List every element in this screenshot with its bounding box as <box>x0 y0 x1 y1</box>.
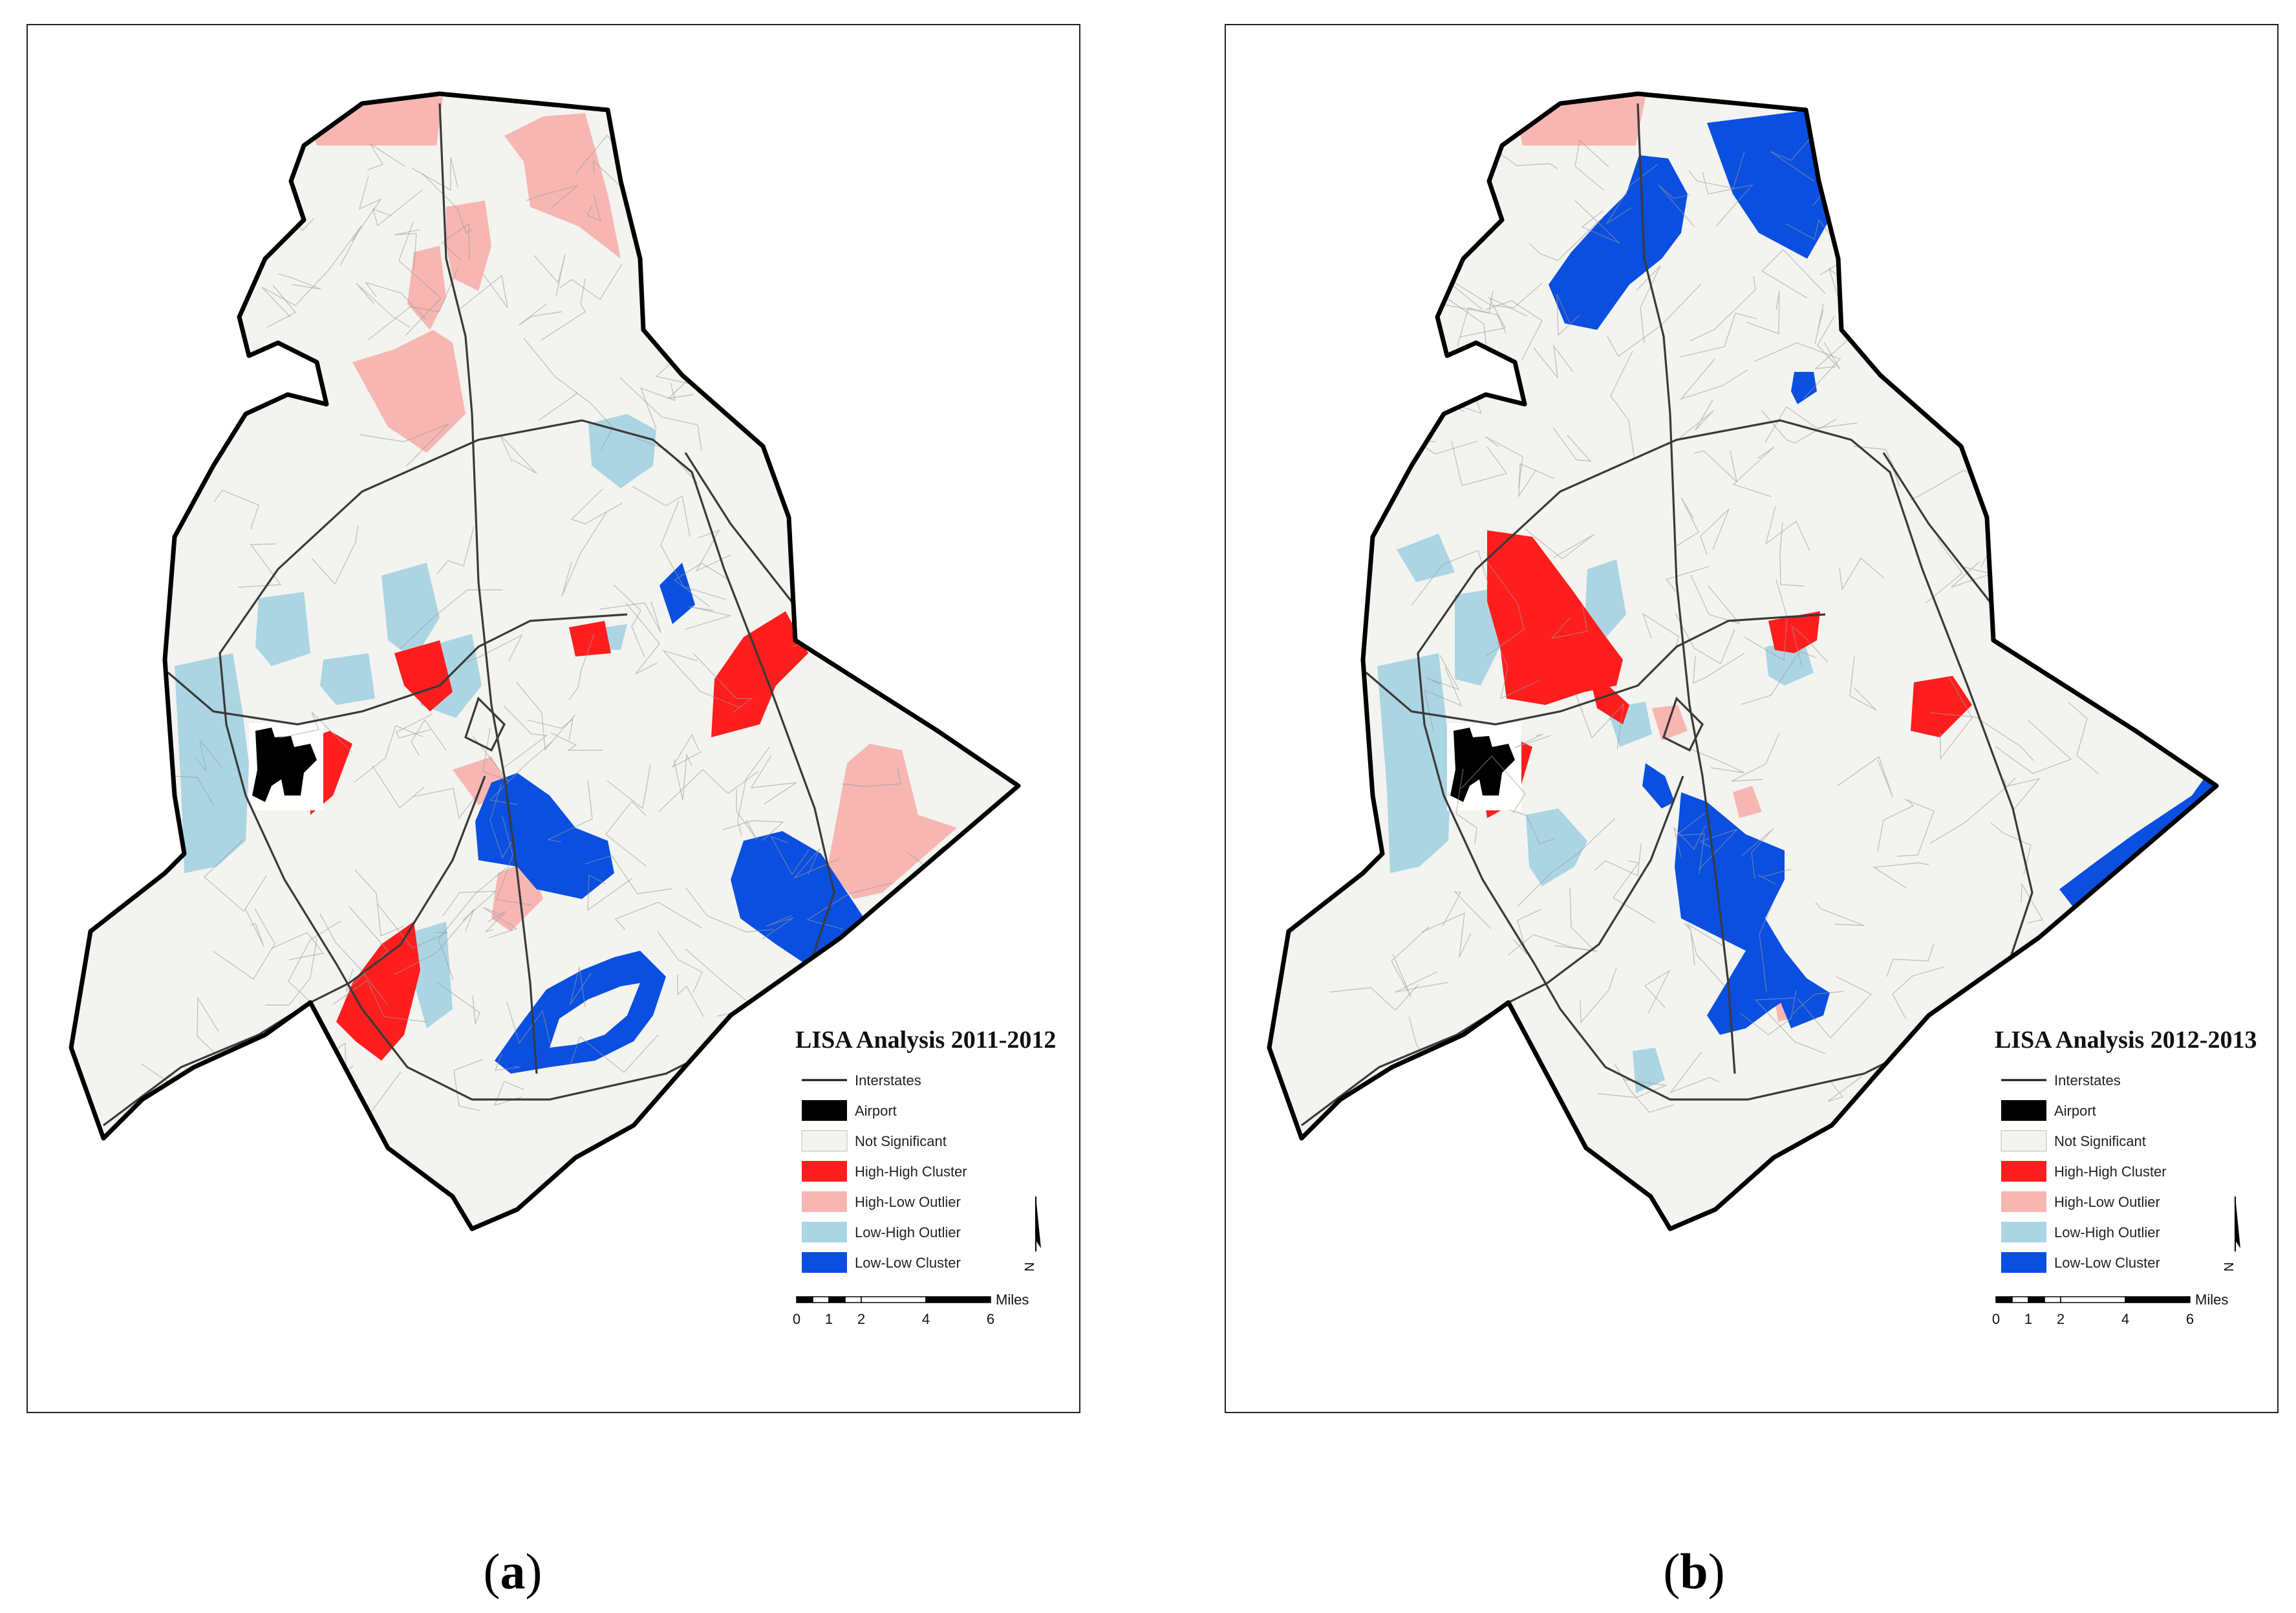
legend-swatch-low-low <box>2001 1252 2046 1273</box>
scale-bar: Miles 0 1 2 4 6 <box>1992 1292 2228 1327</box>
legend-label-not-significant: Not Significant <box>855 1133 947 1149</box>
scale-bar: Miles 0 1 2 4 6 <box>793 1292 1029 1327</box>
map-a: LISA Analysis 2011-2012 Interstates Airpor… <box>27 24 1080 1413</box>
low-low-cluster-area <box>660 563 695 624</box>
scale-tick: 6 <box>2186 1311 2194 1327</box>
legend-swatch-high-low <box>2001 1191 2046 1212</box>
legend-label-high-low: High-Low Outlier <box>855 1194 961 1210</box>
legend-swatch-low-low <box>802 1252 847 1273</box>
interstate-line <box>684 452 803 615</box>
high-low-outlier-area <box>1733 786 1762 818</box>
high-low-outlier-area <box>828 744 957 899</box>
high-high-cluster-area <box>569 621 611 656</box>
scale-tick: 2 <box>2057 1311 2065 1327</box>
legend-label-low-low: Low-Low Cluster <box>2054 1255 2160 1271</box>
low-high-outlier-area <box>255 592 310 666</box>
legend-swatch-airport <box>802 1100 847 1121</box>
low-high-outlier-area <box>1397 534 1455 582</box>
scale-tick: 1 <box>2024 1311 2032 1327</box>
low-low-cluster-area <box>1765 964 1830 1028</box>
legend-swatch-high-high <box>2001 1161 2046 1182</box>
low-low-cluster-area <box>1642 763 1675 808</box>
high-low-outlier-area <box>407 246 446 330</box>
airport-icon <box>252 728 317 802</box>
low-low-cluster-area <box>1707 110 1833 259</box>
low-high-outlier-area <box>588 414 656 488</box>
legend-label-not-significant: Not Significant <box>2054 1133 2146 1149</box>
legend-swatch-not-significant <box>2001 1130 2047 1152</box>
scale-unit: Miles <box>996 1292 1029 1308</box>
scale-tick: 2 <box>857 1311 865 1327</box>
not-significant-area <box>550 983 640 1048</box>
legend-label-high-low: High-Low Outlier <box>2054 1194 2160 1210</box>
scale-tick: 1 <box>825 1311 833 1327</box>
legend-label-airport: Airport <box>855 1103 897 1119</box>
map-b: LISA Analysis 2012-2013 Interstates Airpor… <box>1225 24 2279 1413</box>
low-high-outlier-area <box>1455 589 1500 686</box>
high-high-cluster-area <box>1487 530 1623 705</box>
scale-tick: 0 <box>793 1311 800 1327</box>
legend-label-low-low: Low-Low Cluster <box>855 1255 961 1271</box>
low-high-outlier-area <box>320 653 375 705</box>
legend-label-airport: Airport <box>2054 1103 2096 1119</box>
legend-label-low-high: Low-High Outlier <box>855 1224 961 1240</box>
county-boundary <box>69 91 1021 1231</box>
legend-swatch-low-high <box>2001 1222 2046 1242</box>
county-boundary <box>1267 91 2219 1231</box>
legend-swatch-not-significant <box>801 1130 848 1152</box>
legend-swatch-low-high <box>802 1222 847 1242</box>
map-legend: LISA Analysis 2012-2013 Interstates Airpor… <box>1992 1026 2257 1327</box>
scale-tick: 0 <box>1992 1311 2000 1327</box>
high-low-outlier-area <box>504 113 621 259</box>
north-arrow-icon <box>1035 1196 1041 1251</box>
scale-unit: Miles <box>2195 1292 2228 1308</box>
high-low-outlier-area <box>352 330 466 453</box>
low-high-outlier-area <box>175 653 249 873</box>
legend-label-high-high: High-High Cluster <box>855 1164 967 1180</box>
legend-swatch-high-low <box>802 1191 847 1212</box>
low-high-outlier-area <box>1765 640 1814 686</box>
low-high-outlier-area <box>414 922 453 1028</box>
high-high-cluster-area <box>394 640 453 711</box>
north-arrow-icon <box>2235 1196 2240 1251</box>
scale-tick: 4 <box>2121 1311 2129 1327</box>
interstate-line <box>1882 452 2001 615</box>
legend-title: LISA Analysis 2012-2013 <box>1995 1026 2257 1054</box>
legend-title: LISA Analysis 2011-2012 <box>795 1026 1056 1054</box>
legend-label-low-high: Low-High Outlier <box>2054 1224 2160 1240</box>
legend-label-high-high: High-High Cluster <box>2054 1164 2167 1180</box>
high-high-cluster-area <box>1768 611 1820 653</box>
interstate-line <box>1508 775 1684 1004</box>
interstate-line <box>310 775 486 1004</box>
legend-swatch-airport <box>2001 1100 2046 1121</box>
legend-label-interstates: Interstates <box>855 1072 921 1088</box>
low-low-cluster-area <box>475 773 614 899</box>
low-high-outlier-area <box>1584 559 1626 640</box>
interstate-line <box>167 613 628 726</box>
interstate-line <box>1662 697 1704 752</box>
legend-swatch-high-high <box>802 1161 847 1182</box>
high-high-cluster-area <box>336 922 420 1061</box>
map-panel-a: LISA Analysis 2011-2012 Interstates Airpor… <box>0 0 1099 1455</box>
map-panel-b: LISA Analysis 2012-2013 Interstates Airpor… <box>1225 24 2279 1413</box>
low-low-cluster-area <box>1791 372 1817 404</box>
low-high-outlier-area <box>381 563 440 660</box>
interstate-line <box>1365 613 1826 726</box>
caption-a: (a) <box>483 1543 542 1599</box>
scale-tick: 6 <box>987 1311 994 1327</box>
north-label: N <box>1023 1262 1037 1272</box>
map-layers <box>1301 94 2216 1132</box>
legend-label-interstates: Interstates <box>2054 1072 2121 1088</box>
scale-tick: 4 <box>922 1311 930 1327</box>
caption-b: (b) <box>1663 1543 1725 1599</box>
low-low-cluster-area <box>731 831 866 970</box>
county-area <box>1269 94 2216 1229</box>
low-high-outlier-area <box>1526 808 1587 886</box>
north-label: N <box>2222 1262 2237 1272</box>
high-low-outlier-area <box>1652 705 1688 741</box>
low-high-outlier-area <box>1377 653 1452 873</box>
low-high-outlier-area <box>605 624 627 650</box>
map-legend: LISA Analysis 2011-2012 Interstates Airpor… <box>793 1026 1056 1327</box>
interstate-line <box>464 697 506 752</box>
